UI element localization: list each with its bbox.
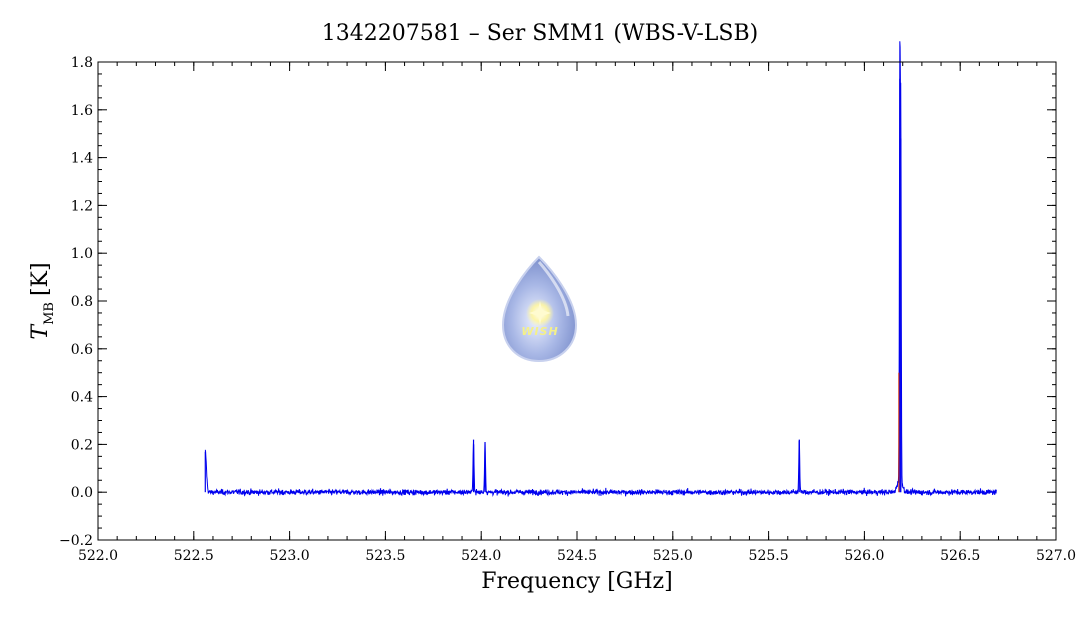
x-tick-label: 523.0 [270,548,310,564]
y-axis-label: TMB [K] [28,262,57,339]
y-tick-label: 0.8 [71,294,93,310]
y-tick-label: 0.4 [71,390,93,406]
chart-title: 1342207581 – Ser SMM1 (WBS-V-LSB) [322,21,758,46]
x-tick-label: 527.0 [1036,548,1076,564]
y-axis-label-symbol: T [28,323,53,340]
y-tick-label: 1.8 [71,55,93,71]
plot-frame [97,61,1057,541]
y-axis: −0.2 0.0 0.2 0.4 0.6 0.8 1.0 1.2 1.4 1.6 1.8 [59,55,1056,549]
y-tick-label: 0.2 [71,437,93,453]
x-tick-label: 524.0 [461,548,501,564]
x-tick-label: 524.5 [557,548,597,564]
x-tick-label: 522.0 [78,548,118,564]
x-axis: 522.0 522.5 523.0 523.5 524.0 524.5 525.0 525.5… [78,62,1076,564]
x-axis-label: Frequency [GHz] [481,569,673,594]
wish-logo-text: WISH [521,325,558,338]
x-tick-label: 526.5 [940,548,980,564]
y-axis-label-subscript: MB [42,302,57,325]
spectrum-line [204,41,997,497]
y-axis-label-unit: [K] [28,262,53,296]
y-tick-label: 0.6 [71,342,93,358]
y-tick-label: 1.0 [71,246,93,262]
y-tick-label: 1.6 [71,103,93,119]
wish-logo: WISH [501,255,578,363]
x-tick-label: 522.5 [174,548,214,564]
y-tick-label: −0.2 [59,533,93,549]
plot-area [204,41,997,497]
y-tick-label: 1.4 [71,151,93,167]
y-tick-label: 0.0 [71,485,93,501]
x-tick-label: 525.0 [653,548,693,564]
x-tick-label: 526.0 [844,548,884,564]
x-tick-label: 525.5 [749,548,789,564]
x-tick-label: 523.5 [365,548,405,564]
svg-text:TMB[K]: TMB [K] [28,262,57,339]
y-tick-label: 1.2 [71,198,93,214]
